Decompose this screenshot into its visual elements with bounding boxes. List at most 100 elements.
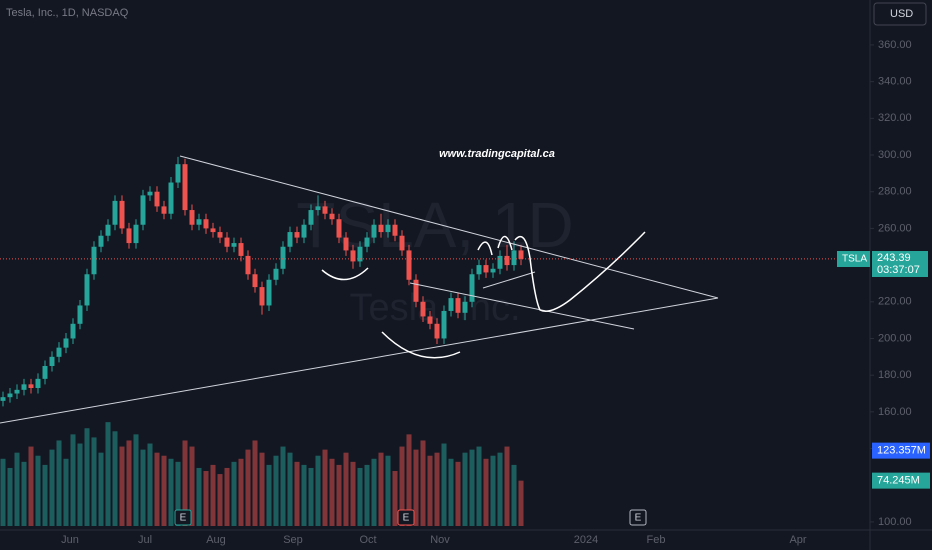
earnings-badge <box>397 509 415 526</box>
volume-bar <box>294 461 300 526</box>
candle-body <box>105 224 111 236</box>
volume-tag <box>872 442 930 459</box>
candle-body <box>154 191 160 207</box>
candle-body <box>28 384 34 389</box>
y-tick-label: 200.00 <box>878 332 912 344</box>
volume-bar <box>252 440 258 526</box>
volume-bar <box>420 440 426 526</box>
candle-body <box>462 301 468 313</box>
candle-body <box>49 356 55 366</box>
symbol: TSLA <box>842 254 867 265</box>
candle-body <box>98 235 104 247</box>
countdown: 03:37:07 <box>877 264 920 276</box>
symbol-tag <box>837 251 870 267</box>
candle-body <box>63 338 69 348</box>
volume-label: 123.357M <box>877 445 926 457</box>
candle-body <box>350 250 356 262</box>
candle-body <box>84 274 90 306</box>
x-tick-label: Feb <box>647 534 666 546</box>
candle-body <box>147 191 153 196</box>
volume-bar <box>364 464 370 526</box>
volume-bar <box>0 458 6 526</box>
volume-bar <box>490 455 496 526</box>
y-tick-label: 160.00 <box>878 406 912 418</box>
volume-bar <box>455 461 461 526</box>
volume-bar <box>413 449 419 526</box>
candle-body <box>427 316 433 324</box>
volume-bar <box>336 464 342 526</box>
volume-bar <box>161 455 167 526</box>
volume-bar <box>231 461 237 526</box>
volume-bar <box>476 446 482 526</box>
volume-bar <box>210 464 216 526</box>
candle-body <box>0 397 6 401</box>
earnings-label: E <box>635 513 642 524</box>
candle-body <box>231 243 237 247</box>
candle-body <box>280 246 286 269</box>
volume-bar <box>434 452 440 526</box>
volume-bar <box>133 434 139 526</box>
candle-body <box>133 224 139 244</box>
x-tick-label: Jun <box>61 534 79 546</box>
volume-bar <box>49 449 55 526</box>
x-tick-label: Oct <box>359 534 376 546</box>
currency: USD <box>890 8 913 20</box>
chart-title: Tesla, Inc., 1D, NASDAQ <box>6 7 129 19</box>
candle-body <box>126 228 132 244</box>
candle-body <box>196 219 202 225</box>
candle-body <box>343 237 349 251</box>
volume-bar <box>511 464 517 526</box>
candle-body <box>504 255 510 266</box>
volume-bar <box>182 440 188 526</box>
volume-bar <box>56 440 62 526</box>
currency-button[interactable] <box>873 2 927 26</box>
volume-bar <box>35 455 41 526</box>
candle-body <box>91 246 97 275</box>
volume-bar <box>469 449 475 526</box>
volume-bar <box>196 467 202 526</box>
watermark-name: Tesla, Inc. <box>349 287 520 329</box>
volume-bar <box>217 474 223 526</box>
last-price: 243.39 <box>877 252 911 264</box>
earnings-badge <box>174 509 192 526</box>
candle-layer <box>0 156 524 407</box>
volume-bar <box>329 458 335 526</box>
volume-bar <box>28 446 34 526</box>
volume-bar <box>483 458 489 526</box>
candle-body <box>434 323 440 339</box>
candle-body <box>119 200 125 229</box>
volume-bar <box>238 458 244 526</box>
volume-bar <box>84 428 90 526</box>
x-tick-label: Apr <box>789 534 806 546</box>
candle-body <box>385 224 391 233</box>
x-tick-label: Nov <box>430 534 450 546</box>
candle-body <box>483 265 489 273</box>
volume-layer <box>0 422 524 526</box>
candle-body <box>42 365 48 379</box>
candle-body <box>245 255 251 275</box>
candle-body <box>56 347 62 357</box>
candle-body <box>308 210 314 225</box>
volume-bar <box>497 452 503 526</box>
volume-bar <box>70 434 76 526</box>
candle-body <box>287 232 293 247</box>
candle-body <box>140 195 146 225</box>
volume-bar <box>315 455 321 526</box>
volume-bar <box>518 480 524 526</box>
volume-bar <box>266 464 272 526</box>
drawing <box>381 331 461 359</box>
volume-bar <box>105 422 111 526</box>
volume-bar <box>126 440 132 526</box>
volume-bar <box>154 452 160 526</box>
volume-bar <box>357 467 363 526</box>
candle-body <box>322 206 328 214</box>
volume-label: 74.245M <box>877 475 920 487</box>
candle-body <box>455 298 461 313</box>
candle-body <box>448 298 454 311</box>
y-tick-label: 220.00 <box>878 296 912 308</box>
candle-body <box>497 255 503 269</box>
candle-body <box>161 206 167 214</box>
volume-bar <box>175 461 181 526</box>
candle-body <box>399 235 405 251</box>
